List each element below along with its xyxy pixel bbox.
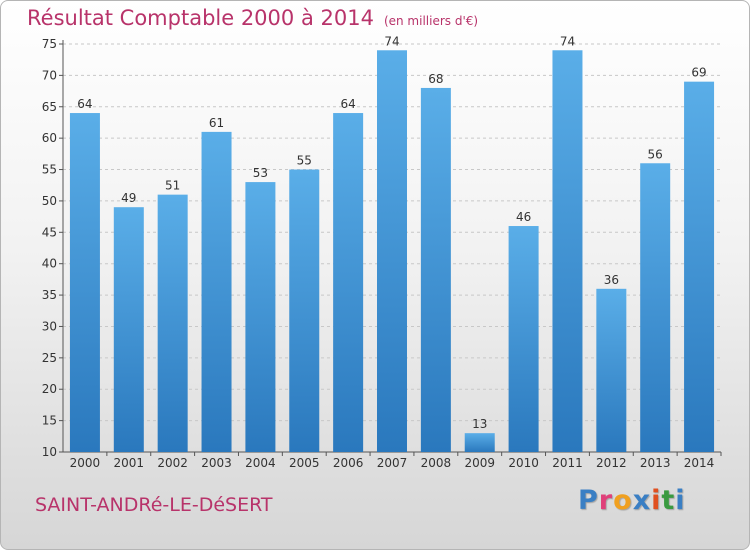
y-tick-label: 55 [42, 163, 57, 177]
bar [552, 50, 583, 453]
y-tick-label: 15 [42, 414, 57, 428]
data-label: 36 [604, 273, 619, 287]
y-tick-label: 25 [42, 351, 57, 365]
data-label: 51 [165, 179, 180, 193]
bar [377, 50, 407, 453]
data-label: 56 [648, 147, 663, 161]
y-tick-label: 75 [42, 37, 57, 51]
bar [289, 169, 320, 453]
y-tick-label: 30 [42, 319, 57, 333]
data-label: 64 [77, 97, 92, 111]
chart-subtitle: (en milliers d'€) [383, 14, 479, 28]
logo-letter: i [651, 485, 662, 516]
bar [420, 87, 451, 452]
x-tick-label: 2007 [377, 456, 408, 470]
bar [201, 131, 232, 452]
x-tick-label: 2000 [70, 456, 101, 470]
chart-title-text: Résultat Comptable 2000 à 2014 [27, 6, 374, 30]
logo-letter: x [632, 485, 652, 516]
x-tick-label: 2010 [508, 456, 539, 470]
bar [245, 182, 276, 453]
logo-letter: t [661, 485, 676, 516]
data-label: 53 [253, 166, 268, 180]
x-tick-label: 2008 [421, 456, 452, 470]
y-tick-label: 45 [42, 225, 57, 239]
data-label: 49 [121, 191, 136, 205]
data-label: 69 [691, 66, 706, 80]
data-label: 64 [340, 97, 355, 111]
x-tick-label: 2002 [157, 456, 188, 470]
x-tick-label: 2004 [245, 456, 276, 470]
location-label: SAINT-ANDRé-LE-DéSERT [35, 494, 273, 516]
bar [69, 113, 100, 453]
data-label: 46 [516, 210, 531, 224]
logo-letter: P [578, 485, 599, 516]
y-tick-label: 60 [42, 131, 57, 145]
y-tick-label: 70 [42, 68, 57, 82]
y-tick-label: 40 [42, 257, 57, 271]
x-tick-label: 2014 [684, 456, 715, 470]
bars [69, 50, 715, 453]
x-tick-label: 2012 [596, 456, 627, 470]
y-tick-label: 35 [42, 288, 57, 302]
bar [333, 113, 364, 453]
data-label: 68 [428, 72, 443, 86]
labels: 10 15 20 25 30 35 40 45 50 55 60 65 70 75 64 2000 49 2001… [42, 34, 715, 470]
x-tick-label: 2003 [201, 456, 232, 470]
data-label: 74 [384, 34, 399, 48]
logo-letter: r [598, 485, 614, 516]
x-tick-label: 2013 [640, 456, 671, 470]
y-tick-label: 10 [42, 445, 57, 459]
bar [113, 207, 144, 452]
bar [640, 163, 671, 452]
y-tick-label: 50 [42, 194, 57, 208]
bar [157, 194, 188, 452]
data-label: 61 [209, 116, 224, 130]
bar [684, 81, 715, 453]
bar [596, 288, 627, 452]
data-label: 55 [297, 154, 312, 168]
logo-letter: o [613, 485, 633, 516]
data-label: 74 [560, 34, 575, 48]
proxiti-logo: Proxiti [578, 485, 686, 516]
x-tick-label: 2001 [114, 456, 145, 470]
data-label: 13 [472, 417, 487, 431]
bar [508, 226, 539, 452]
chart-title: Résultat Comptable 2000 à 2014 (en millie… [27, 6, 478, 30]
y-tick-label: 65 [42, 100, 57, 114]
y-tick-label: 20 [42, 382, 57, 396]
x-tick-label: 2009 [464, 456, 495, 470]
x-tick-label: 2006 [333, 456, 364, 470]
logo-letter: i [675, 485, 686, 516]
x-tick-label: 2011 [552, 456, 583, 470]
bar [464, 433, 495, 452]
x-tick-label: 2005 [289, 456, 320, 470]
